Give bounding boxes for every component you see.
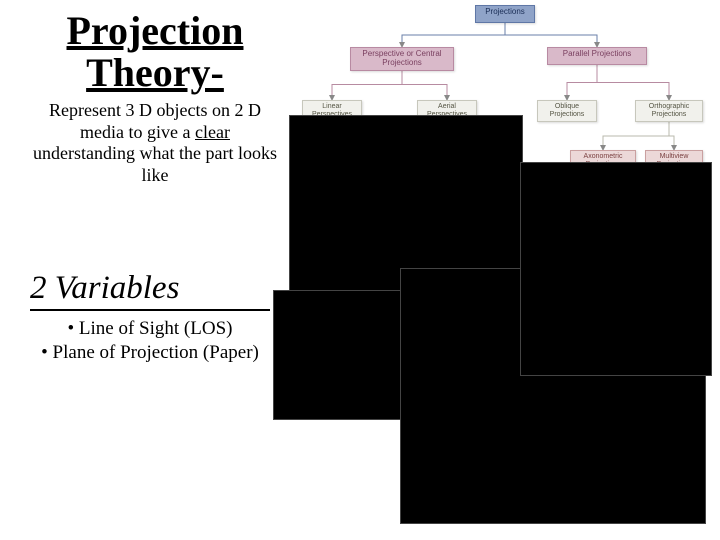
bullet-los: • Line of Sight (LOS) — [30, 317, 270, 341]
subtitle: Represent 3 D objects on 2 D media to gi… — [30, 100, 280, 186]
variables-title: 2 Variables — [30, 270, 270, 311]
tree-edge — [402, 69, 447, 100]
bullet-plane: • Plane of Projection (Paper) — [30, 341, 270, 365]
tree-node-ortho: OrthographicProjections — [635, 100, 703, 122]
tree-node-obliq: ObliqueProjections — [537, 100, 597, 122]
tree-edge — [332, 69, 402, 100]
tree-edge — [597, 65, 669, 100]
variables-bullets: • Line of Sight (LOS) • Plane of Project… — [30, 317, 270, 365]
dark-panel-1 — [273, 290, 421, 420]
tree-node-persp: Perspective or CentralProjections — [350, 47, 454, 71]
subtitle-post: understanding what the part looks like — [33, 143, 277, 185]
title-line2: Theory- — [86, 50, 224, 95]
title-line1: Projection — [67, 8, 244, 53]
tree-edge — [603, 122, 669, 150]
tree-edge — [567, 65, 597, 100]
tree-edge — [505, 23, 597, 47]
left-column: Projection Theory- Represent 3 D objects… — [30, 10, 280, 186]
page-title: Projection Theory- — [30, 10, 280, 94]
slide: Projection Theory- Represent 3 D objects… — [0, 0, 720, 540]
dark-panel-3 — [520, 162, 712, 376]
tree-edge — [669, 122, 674, 150]
variables-section: 2 Variables • Line of Sight (LOS) • Plan… — [30, 270, 270, 365]
subtitle-clear: clear — [195, 122, 230, 142]
tree-node-parall: Parallel Projections — [547, 47, 647, 65]
tree-edge — [402, 23, 505, 47]
tree-node-root: Projections — [475, 5, 535, 23]
